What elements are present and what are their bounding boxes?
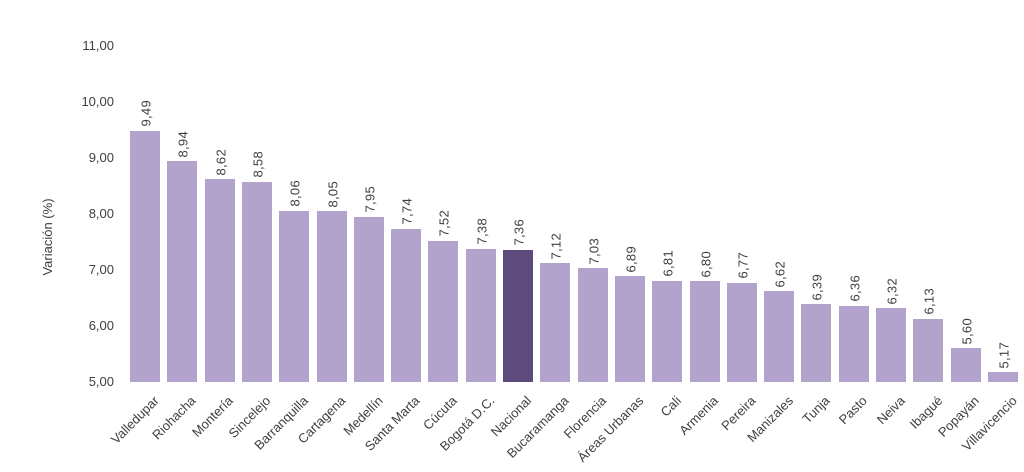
x-tick-label-tunja: Tunja xyxy=(799,393,834,427)
value-label-manizales: 6,62 xyxy=(772,260,788,288)
bar-tunja xyxy=(801,304,832,382)
value-label-bucaramanga: 7,12 xyxy=(548,232,564,260)
bar-valledupar xyxy=(130,130,160,382)
x-tick-label-areas-urbanas: Áreas Urbanas xyxy=(574,393,647,465)
bar-nacional xyxy=(503,249,533,382)
bar-areas-urbanas xyxy=(614,276,645,382)
value-label-areas-urbanas: 6,89 xyxy=(623,245,639,273)
bar-manizales xyxy=(764,291,795,382)
x-tick-label-armenia: Armenia xyxy=(676,393,722,438)
x-tick-label-cali: Cali xyxy=(657,393,684,420)
value-label-valledupar: 9,49 xyxy=(138,100,154,127)
bar-barranquilla xyxy=(279,210,310,382)
bar-popayan xyxy=(950,348,981,382)
x-tick-label-pasto: Pasto xyxy=(836,393,871,428)
bar-cali xyxy=(652,280,683,382)
bar-armenia xyxy=(689,281,720,382)
y-tick-label-8-00: 8,00 xyxy=(88,206,114,221)
bar-ibague xyxy=(913,318,944,382)
value-label-armenia: 6,80 xyxy=(698,250,713,278)
value-label-sincelejo: 8,58 xyxy=(250,151,266,178)
value-label-monteria: 8,62 xyxy=(213,148,229,176)
y-tick-label-6-00: 6,00 xyxy=(88,318,114,333)
value-label-pasto: 6,36 xyxy=(847,275,863,302)
bar-sincelejo xyxy=(241,181,272,382)
value-label-medellin: 7,95 xyxy=(362,186,378,213)
y-tick-label-7-00: 7,00 xyxy=(88,262,114,277)
value-label-nacional: 7,36 xyxy=(511,219,527,246)
bar-riohacha xyxy=(167,161,198,382)
bar-cucuta xyxy=(428,240,459,382)
value-label-barranquilla: 8,06 xyxy=(287,180,303,207)
bar-neiva xyxy=(876,308,906,382)
bar-santa-marta xyxy=(391,228,422,382)
y-tick-label-10-00: 10,00 xyxy=(81,94,114,109)
y-tick-label-5-00: 5,00 xyxy=(88,374,114,389)
value-label-cartagena: 8,05 xyxy=(325,180,340,208)
value-label-cali: 6,81 xyxy=(660,250,676,277)
x-tick-label-neiva: Neiva xyxy=(873,393,908,428)
value-label-bogota-d-c: 7,38 xyxy=(474,218,490,245)
bar-pasto xyxy=(838,305,869,382)
value-label-popayan: 5,60 xyxy=(959,317,975,345)
bar-cartagena xyxy=(316,211,347,382)
x-tick-label-valledupar: Valledupar xyxy=(107,393,162,447)
value-label-neiva: 6,32 xyxy=(884,277,900,305)
value-label-riohacha: 8,94 xyxy=(175,130,191,158)
value-label-ibague: 6,13 xyxy=(921,288,937,315)
bar-florencia xyxy=(577,268,608,382)
value-label-santa-marta: 7,74 xyxy=(399,198,415,225)
bar-pereira xyxy=(726,282,757,382)
y-tick-label-11-00: 11,00 xyxy=(82,38,114,53)
value-label-pereira: 6,77 xyxy=(735,252,751,279)
bar-bogota-d-c xyxy=(465,248,496,382)
bar-medellin xyxy=(353,216,384,382)
y-tick-label-9-00: 9,00 xyxy=(88,150,114,165)
value-label-cucuta: 7,52 xyxy=(436,210,452,237)
bar-bucaramanga xyxy=(540,263,571,382)
bar-monteria xyxy=(204,179,235,382)
value-label-tunja: 6,39 xyxy=(809,273,825,301)
value-label-villavicencio: 5,17 xyxy=(996,341,1012,369)
bar-villavicencio xyxy=(987,372,1018,382)
value-label-florencia: 7,03 xyxy=(586,237,602,265)
